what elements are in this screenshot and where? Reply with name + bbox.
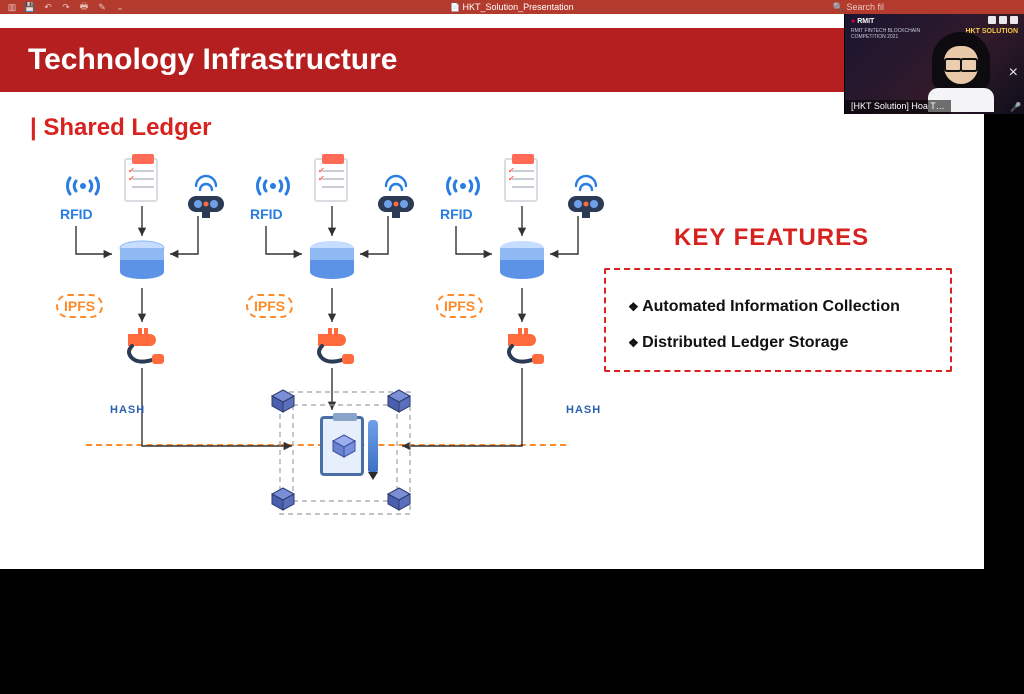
panel-toggle-icon[interactable]: ▥ [6,1,18,13]
source-column-2: RFID ✔✔ IPFS [250,154,440,414]
plug-icon [312,326,356,366]
redo-icon[interactable]: ↷ [60,1,72,13]
rfid-icon [256,172,290,200]
feature-item: Automated Information Collection [628,298,936,316]
slide-canvas: Technology Infrastructure | Shared Ledge… [0,14,984,569]
rmit-logo: ● RMIT [851,18,874,25]
source-column-1: RFID ✔✔ IPFS [60,154,250,414]
key-features-heading: KEY FEATURES [674,224,869,252]
mic-muted-icon[interactable]: 🎤 [1010,102,1020,112]
hash-label: HASH [566,404,601,416]
ledger-clipboard-icon [320,416,364,476]
database-icon [308,240,356,288]
source-column-3: RFID ✔✔ IPFS [440,154,630,414]
checklist-icon: ✔✔ [504,158,538,202]
close-icon[interactable]: × [1009,64,1018,82]
plug-icon [122,326,166,366]
cube-icon [386,388,412,414]
rfid-icon [446,172,480,200]
camera-icon [184,180,228,220]
rfid-label: RFID [60,206,93,222]
slide-title: Technology Infrastructure [28,43,398,77]
layout-tiles-icon[interactable] [988,16,1018,24]
presenter-caption: [HKT Solution] Hoa T… [845,100,951,114]
presenter-avatar [926,32,996,110]
checklist-icon: ✔✔ [314,158,348,202]
cube-icon [270,388,296,414]
cube-icon [270,486,296,512]
ipfs-badge: IPFS [246,294,293,318]
rfid-label: RFID [250,206,283,222]
rfid-label: RFID [440,206,473,222]
more-icon[interactable]: ⌄ [114,1,126,13]
save-icon[interactable]: 💾 [24,1,36,13]
camera-icon [564,180,608,220]
feature-item: Distributed Ledger Storage [628,334,936,352]
plug-icon [502,326,546,366]
ipfs-badge: IPFS [436,294,483,318]
app-toolbar: ▥ 💾 ↶ ↷ 🖶 ✎ ⌄ HKT_Solution_Presentation … [0,0,1024,14]
cube-icon [331,433,357,459]
checklist-icon: ✔✔ [124,158,158,202]
slide-subheading: | Shared Ledger [30,114,211,142]
pen-icon [368,420,378,472]
competition-tag: RMIT FINTECH BLOCKCHAIN COMPETITION 2021 [851,28,937,40]
print-icon[interactable]: 🖶 [78,1,90,13]
camera-icon [374,180,418,220]
key-features-box: Automated Information Collection Distrib… [604,268,952,372]
shared-ledger-diagram: RFID ✔✔ IPFS [30,154,610,554]
database-icon [118,240,166,288]
undo-icon[interactable]: ↶ [42,1,54,13]
slide-title-band: Technology Infrastructure [0,28,984,92]
edit-icon[interactable]: ✎ [96,1,108,13]
ipfs-badge: IPFS [56,294,103,318]
blockchain-cluster [268,516,418,656]
presenter-video-tile[interactable]: ● RMIT RMIT FINTECH BLOCKCHAIN COMPETITI… [844,14,1024,114]
cube-icon [386,486,412,512]
hash-label: HASH [110,404,145,416]
rfid-icon [66,172,100,200]
search-field[interactable]: Search fil [833,2,884,13]
database-icon [498,240,546,288]
